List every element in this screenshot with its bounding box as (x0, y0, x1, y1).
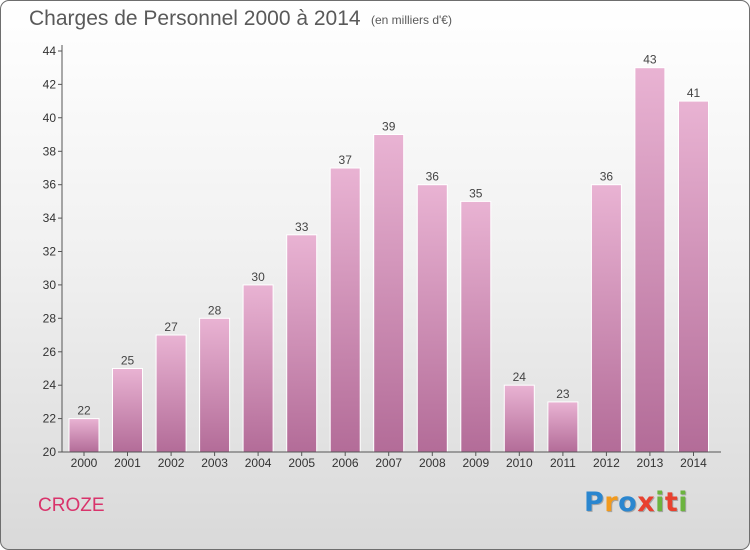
x-tick-label-2008: 2008 (419, 456, 446, 470)
y-tick-label-24: 24 (43, 378, 57, 392)
x-tick-label-2007: 2007 (375, 456, 402, 470)
data-label-2005: 33 (295, 220, 309, 234)
bar-2003 (199, 317, 231, 453)
x-tick-label-2001: 2001 (114, 456, 141, 470)
x-tick-label-2003: 2003 (201, 456, 228, 470)
data-label-2002: 27 (164, 320, 178, 334)
y-tick-label-34: 34 (43, 211, 57, 225)
y-tick-label-38: 38 (43, 144, 57, 158)
y-tick-label-26: 26 (43, 345, 57, 359)
chart-title: Charges de Personnel 2000 à 2014 (29, 7, 361, 30)
commune-name: CROZE (38, 495, 105, 516)
x-tick-label-2002: 2002 (158, 456, 185, 470)
bar-2001 (112, 368, 143, 453)
data-label-2006: 37 (339, 153, 353, 167)
bar-2002 (155, 334, 187, 453)
data-label-2009: 35 (469, 186, 483, 200)
chart-unit-note: (en milliers d'€) (371, 13, 452, 27)
x-tick-label-2006: 2006 (332, 456, 359, 470)
y-tick-label-36: 36 (43, 178, 57, 192)
x-tick-label-2004: 2004 (245, 456, 272, 470)
data-label-2012: 36 (600, 170, 614, 184)
y-tick-label-44: 44 (43, 44, 57, 58)
bar-2004 (242, 284, 274, 453)
y-tick-label-40: 40 (43, 111, 57, 125)
x-tick-label-2005: 2005 (288, 456, 315, 470)
data-label-2007: 39 (382, 120, 396, 134)
data-label-2013: 43 (643, 53, 657, 67)
bar-2000 (68, 418, 100, 453)
data-label-2010: 24 (513, 370, 527, 384)
bar-2013 (634, 67, 666, 453)
x-tick-label-2010: 2010 (506, 456, 533, 470)
bar-2008 (416, 184, 448, 453)
x-tick-label-2000: 2000 (71, 456, 98, 470)
x-tick-label-2012: 2012 (593, 456, 620, 470)
bar-2006 (329, 167, 361, 453)
proxiti-logo: Proxiti (584, 487, 689, 518)
y-tick-label-20: 20 (43, 445, 57, 459)
data-label-2001: 25 (121, 354, 135, 368)
y-tick-label-28: 28 (43, 311, 57, 325)
x-tick-label-2011: 2011 (550, 456, 576, 470)
y-tick-label-22: 22 (43, 412, 57, 426)
x-tick-label-2014: 2014 (680, 456, 707, 470)
data-label-2008: 36 (426, 170, 440, 184)
y-tick-label-42: 42 (43, 77, 57, 91)
x-tick-label-2009: 2009 (462, 456, 489, 470)
bar-2007 (373, 134, 405, 453)
y-tick-label-30: 30 (43, 278, 57, 292)
data-label-2014: 41 (687, 86, 701, 100)
y-tick-label-32: 32 (43, 245, 57, 259)
bar-2009 (460, 200, 492, 453)
bar-2010 (503, 384, 535, 453)
data-label-2003: 28 (208, 303, 222, 317)
bar-2011 (547, 401, 579, 453)
bar-2014 (678, 100, 709, 453)
x-tick-label-2013: 2013 (637, 456, 664, 470)
data-label-2011: 23 (556, 387, 570, 401)
data-label-2000: 22 (77, 404, 91, 418)
bar-2012 (590, 184, 622, 453)
bar-2005 (286, 234, 318, 453)
data-label-2004: 30 (251, 270, 265, 284)
